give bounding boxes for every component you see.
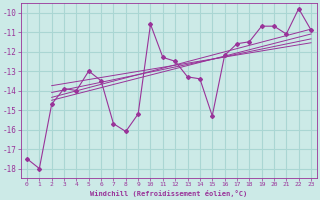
X-axis label: Windchill (Refroidissement éolien,°C): Windchill (Refroidissement éolien,°C): [90, 190, 248, 197]
